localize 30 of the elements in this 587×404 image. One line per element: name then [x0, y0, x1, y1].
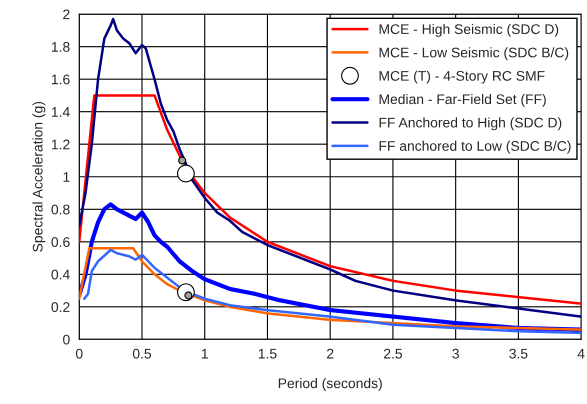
legend-label: MCE - Low Seismic (SDC B/C)	[380, 47, 568, 60]
x-tick-label: 1.5	[258, 348, 277, 359]
y-tick-label: 2	[63, 9, 70, 20]
line-series	[79, 94, 582, 305]
y-tick-label: 0.8	[51, 204, 70, 214]
legend-label: FF Anchored to High (SDC D)	[380, 117, 562, 130]
y-tick-label: 0	[63, 334, 70, 345]
legend-label: Median - Far-Field Set (FF)	[380, 94, 546, 107]
y-tick-label: 1.6	[52, 74, 70, 84]
legend-label: FF anchored to Low (SDC B/C)	[380, 140, 571, 154]
y-tick-label: 1.4	[52, 107, 70, 117]
y-tick-label: 0.4	[51, 270, 70, 280]
y-tick-label: 0.2	[51, 302, 70, 312]
x-axis-title: Period (seconds)	[278, 378, 382, 391]
x-tick-label: 0.5	[132, 348, 152, 359]
y-axis-title: Spectral Acceleration (g)	[32, 102, 46, 252]
x-tick-label: 1	[202, 348, 208, 358]
x-tick-label: 3.5	[509, 348, 528, 359]
x-tick-label: 4	[578, 348, 585, 358]
y-tick-label: 1.2	[52, 140, 70, 150]
x-tick-label: 2	[327, 348, 334, 358]
x-tick-label: 0	[76, 348, 83, 359]
legend-label: MCE (T) - 4-Story RC SMF	[380, 70, 545, 84]
x-tick-label: 3	[452, 348, 459, 359]
legend-label: MCE - High Seismic (SDC D)	[380, 24, 558, 37]
x-tick-label: 2.5	[384, 348, 402, 359]
line-series	[79, 18, 582, 318]
y-tick-label: 1.8	[52, 42, 70, 52]
y-tick-label: 0.6	[51, 237, 70, 247]
y-tick-label: 1	[64, 172, 70, 182]
